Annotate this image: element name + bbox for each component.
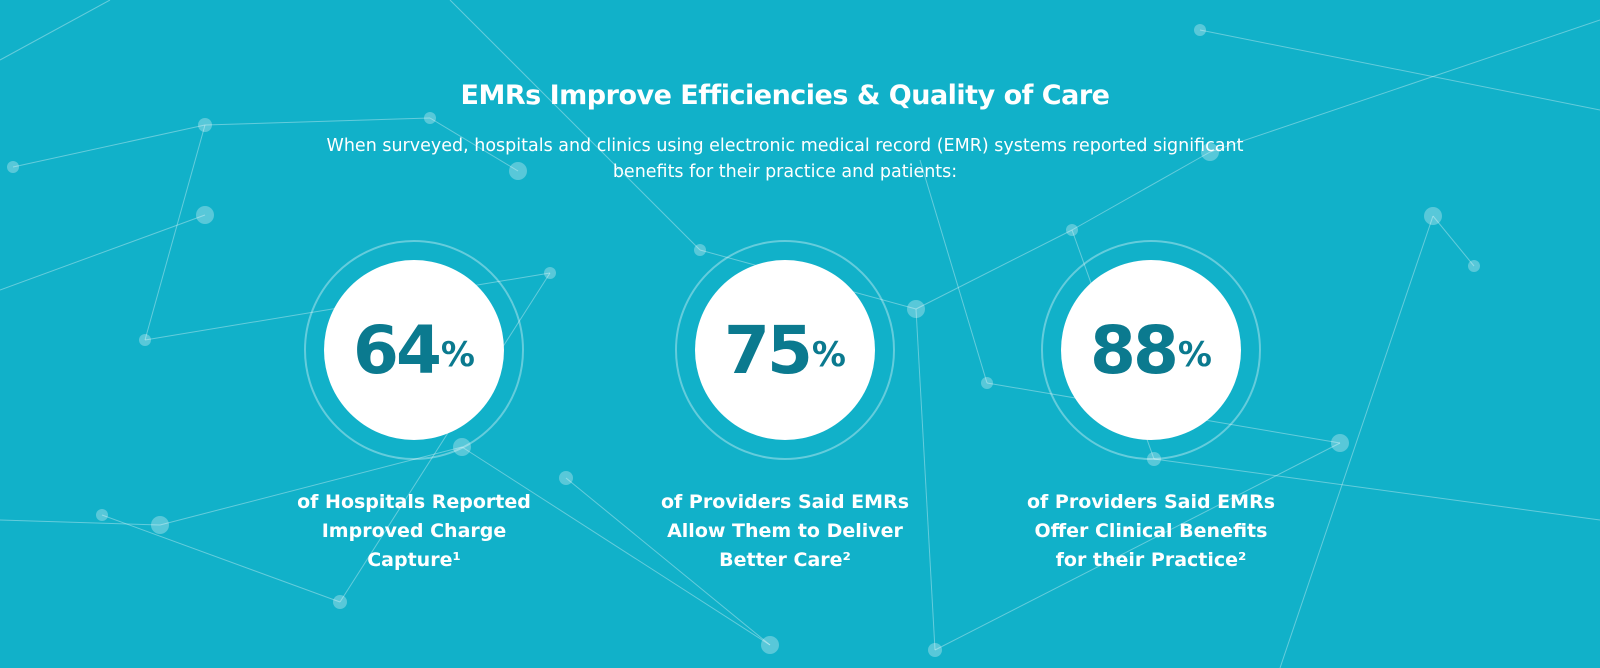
stat-value: 75 <box>724 311 813 389</box>
page-title: EMRs Improve Efficiencies & Quality of C… <box>460 80 1110 111</box>
stat-value: 64 <box>353 311 442 389</box>
stat-label: of Providers Said EMRs Offer Clinical Be… <box>1026 491 1276 571</box>
stat-unit: % <box>811 335 846 375</box>
stat-value: 88 <box>1090 311 1179 389</box>
stat-ring <box>304 240 524 460</box>
stat-circle: 88% <box>1061 260 1241 440</box>
subtitle: When surveyed, hospitals and clinics usi… <box>326 136 1244 182</box>
stat-ring <box>1041 240 1261 460</box>
stat-circle: 64% <box>324 260 504 440</box>
stat-unit: % <box>440 335 475 375</box>
stat-label: of Providers Said EMRs Allow Them to Del… <box>660 491 910 571</box>
stat-label: of Hospitals Reported Improved Charge Ca… <box>297 491 531 571</box>
stat-ring <box>675 240 895 460</box>
stat-circle: 75% <box>695 260 875 440</box>
stat-unit: % <box>1177 335 1212 375</box>
